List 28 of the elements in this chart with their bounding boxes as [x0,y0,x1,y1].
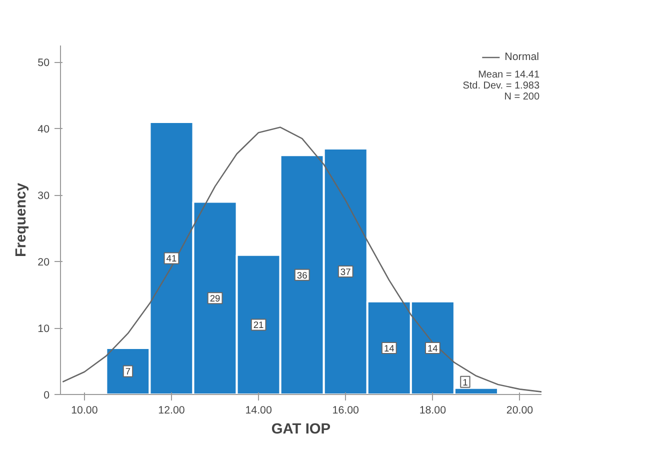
annotation: Std. Dev. = 1.983 [462,80,540,92]
y-tick-label: 10 [38,323,50,336]
x-tick-label: 12.00 [158,404,185,416]
data-label: 41 [166,254,177,264]
legend-label: Normal [504,51,539,63]
data-label: 14 [427,343,438,354]
data-label: 29 [210,294,220,304]
data-label: 14 [384,343,394,354]
x-tick-label: 20.00 [506,404,534,416]
annotation: N = 200 [504,91,540,102]
data-label: 1 [462,377,468,388]
line-series [62,126,542,392]
data-label: 36 [296,270,308,280]
x-tick-label: 10.00 [71,404,98,416]
y-tick-label: 50 [38,57,50,70]
x-tick-label: 16.00 [332,404,360,416]
y-tick-label: 20 [38,256,50,269]
y-tick-label: 0 [44,390,50,402]
x-tick-label: 14.00 [245,404,272,416]
y-axis-title: Frequency [14,182,30,258]
annotation: Mean = 14.41 [478,69,540,80]
data-label: 7 [125,366,131,377]
data-label: 21 [253,320,264,330]
y-tick-label: 40 [38,124,50,136]
data-label: 37 [340,267,351,278]
x-tick-label: 18.00 [419,404,446,416]
y-tick-label: 30 [38,190,50,202]
x-axis-title: GAT IOP [271,422,331,438]
